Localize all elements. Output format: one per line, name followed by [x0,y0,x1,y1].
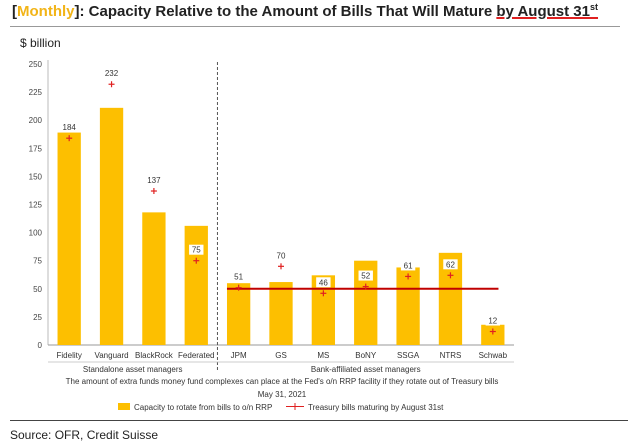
bar-gs [269,282,293,345]
data-label-fidelity: 184 [63,123,77,132]
x-tick-label: Federated [178,351,214,360]
title-bracket-close: ] [74,3,80,20]
title-underlined: by August 31st [496,2,599,20]
chart-title: [Monthly]: Capacity Relative to the Amou… [12,2,598,20]
data-label-bg [101,68,122,79]
y-tick-label: 0 [38,341,43,350]
source-divider [10,420,628,421]
data-label-federated: 75 [192,246,201,255]
chart-caption: The amount of extra funds money fund com… [66,377,499,386]
data-label-gs: 70 [277,251,286,260]
bar-ssga [396,267,420,345]
x-tick-label: Schwab [479,351,508,360]
y-tick-label: 150 [29,172,43,181]
title-superscript: st [590,2,599,12]
title-highlight: Monthly [17,3,75,20]
data-label-ssga: 61 [404,261,413,270]
x-tick-label: SSGA [397,351,420,360]
x-tick-label: GS [275,351,287,360]
x-tick-label: Vanguard [94,351,128,360]
data-label-ms: 46 [319,278,328,287]
data-label-ntrs: 62 [446,260,455,269]
chart-date: May 31, 2021 [258,390,307,399]
title-bracket-open: [ [12,3,17,20]
bar-fidelity [57,132,81,345]
data-label-bg [443,259,458,270]
y-tick-label: 25 [33,313,42,322]
bar-bony [354,260,378,345]
chart-frame [10,26,620,419]
data-label-bg [273,250,289,261]
y-tick-label: 100 [29,229,43,238]
bar-ms [311,275,336,345]
y-tick-label: 75 [33,257,42,266]
bar-ntrs [438,252,463,345]
x-tick-label: BoNY [355,351,377,360]
x-tick-label: NTRS [440,351,462,360]
bar-federated [184,225,208,345]
bar-blackrock [142,212,166,345]
data-label-bg [485,315,501,326]
data-label-bony: 52 [361,272,370,281]
data-label-bg [189,244,204,255]
legend-label-bar: Capacity to rotate from bills to o/n RRP [134,403,272,412]
group-label-1: Bank-affiliated asset managers [311,365,421,374]
y-tick-label: 125 [29,201,43,210]
data-label-bg [358,270,373,281]
x-tick-label: MS [317,351,329,360]
y-tick-label: 225 [29,88,43,97]
data-label-bg [400,260,416,271]
y-tick-label: 175 [29,144,43,153]
x-tick-label: JPM [231,351,247,360]
data-label-blackrock: 137 [147,176,161,185]
unit-label: $ billion [20,36,61,50]
bar-schwab [481,324,505,345]
data-label-bg [231,271,246,282]
group-label-0: Standalone asset managers [83,365,183,374]
data-label-jpm: 51 [234,273,243,282]
legend-swatch-bar [118,403,130,410]
y-tick-label: 200 [29,116,43,125]
title-main: : Capacity Relative to the Amount of Bil… [79,3,497,20]
title-underlined-text: by August 31 [496,3,590,20]
y-tick-label: 250 [29,60,43,69]
data-label-schwab: 12 [488,317,497,326]
data-label-bg [316,277,331,288]
bar-jpm [226,283,251,345]
source-note: Source: OFR, Credit Suisse [10,428,159,442]
data-label-vanguard: 232 [105,69,119,78]
data-label-bg [144,175,164,186]
x-tick-label: Fidelity [57,351,82,360]
legend-label-marker: Treasury bills maturing by August 31st [308,403,444,412]
y-tick-label: 50 [33,285,42,294]
x-tick-label: BlackRock [135,351,174,360]
bar-vanguard [99,107,124,345]
data-label-bg [59,122,79,133]
